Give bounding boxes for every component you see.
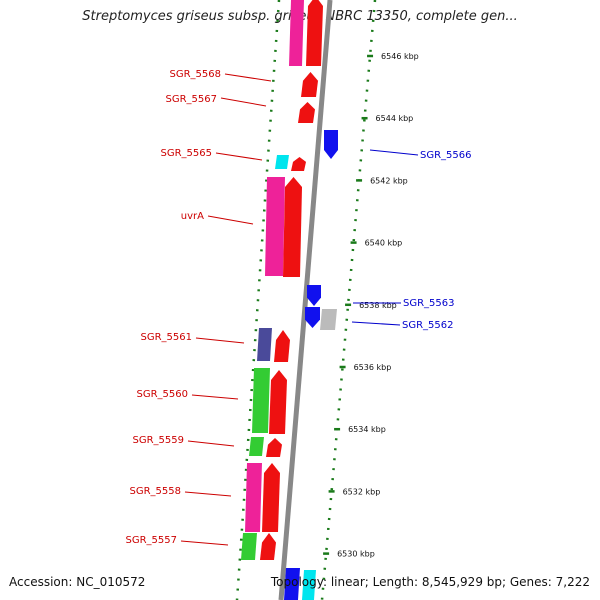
- backbone-line: [278, 0, 333, 600]
- gene-block-green: [249, 437, 264, 456]
- callout-line: [207, 215, 254, 225]
- gene-arrow-red: [298, 102, 315, 123]
- callout-line: [191, 394, 239, 400]
- gene-block-cyan: [302, 570, 316, 600]
- gene-label[interactable]: SGR_5563: [403, 298, 455, 309]
- gene-arrow-blue: [305, 307, 320, 328]
- gene-arrow-red: [262, 463, 280, 532]
- gene-arrow-red: [306, 0, 323, 66]
- callout-line: [220, 97, 267, 107]
- callout-line: [215, 152, 263, 161]
- gene-arrow-red: [291, 157, 306, 171]
- left-ruler: [235, 0, 281, 600]
- gene-label[interactable]: SGR_5565: [161, 148, 213, 159]
- gene-block-cyan: [275, 155, 289, 169]
- callout-line: [224, 73, 272, 82]
- callout-line: [180, 540, 229, 546]
- gene-label[interactable]: SGR_5561: [141, 332, 193, 343]
- gene-block-magenta: [265, 177, 285, 276]
- gene-arrow-red: [269, 370, 287, 434]
- gene-block-green: [241, 533, 257, 560]
- genome-summary: Topology: linear; Length: 8,545,929 bp; …: [270, 575, 590, 589]
- gene-block-magenta: [289, 0, 304, 66]
- gene-label[interactable]: SGR_5566: [420, 150, 472, 161]
- tick-label: 6534 kbp: [348, 425, 386, 434]
- gene-block-blue: [284, 568, 300, 600]
- tick-label: 6530 kbp: [337, 550, 375, 559]
- gene-arrow-blue: [324, 130, 338, 159]
- callout-line: [369, 149, 419, 156]
- gene-features: [241, 0, 338, 600]
- gene-arrow-red: [260, 533, 276, 560]
- tick-label: 6538 kbp: [359, 301, 397, 310]
- gene-label[interactable]: uvrA: [181, 211, 204, 222]
- callout-line: [351, 321, 401, 326]
- tick-label: 6532 kbp: [343, 487, 381, 496]
- gene-label[interactable]: SGR_5567: [166, 94, 218, 105]
- right-ruler: [320, 0, 377, 600]
- gene-arrow-red: [283, 177, 302, 277]
- callout-line: [195, 337, 245, 344]
- gene-block-green: [252, 368, 270, 433]
- callout-line: [184, 491, 232, 497]
- gene-label[interactable]: SGR_5559: [133, 435, 185, 446]
- tick-label: 6542 kbp: [370, 176, 408, 185]
- gene-arrow-blue: [307, 285, 321, 306]
- gene-block-grey: [320, 309, 337, 330]
- accession-text: Accession: NC_010572: [9, 575, 146, 589]
- gene-callouts: SGR_5568 SGR_5567 SGR_5566 SGR_5565 uvrA SGR_…: [126, 69, 472, 546]
- gene-block-magenta: [245, 463, 262, 532]
- tick-label: 6544 kbp: [376, 114, 414, 123]
- gene-arrow-red: [266, 438, 282, 457]
- callout-line: [187, 440, 235, 447]
- gene-label[interactable]: SGR_5568: [170, 69, 222, 80]
- tick-label: 6546 kbp: [381, 52, 419, 61]
- gene-label[interactable]: SGR_5558: [130, 486, 182, 497]
- tick-label: 6540 kbp: [365, 239, 403, 248]
- gene-label[interactable]: SGR_5557: [126, 535, 178, 546]
- gene-label[interactable]: SGR_5560: [137, 389, 189, 400]
- gene-arrow-red: [301, 72, 318, 97]
- scale-ticks: 6546 kbp 6544 kbp 6542 kbp 6540 kbp 6538 kbp…: [323, 52, 419, 559]
- tick-label: 6536 kbp: [354, 363, 392, 372]
- gene-arrow-red: [274, 330, 290, 362]
- gene-block-purple: [257, 328, 272, 361]
- gene-label[interactable]: SGR_5562: [402, 320, 454, 331]
